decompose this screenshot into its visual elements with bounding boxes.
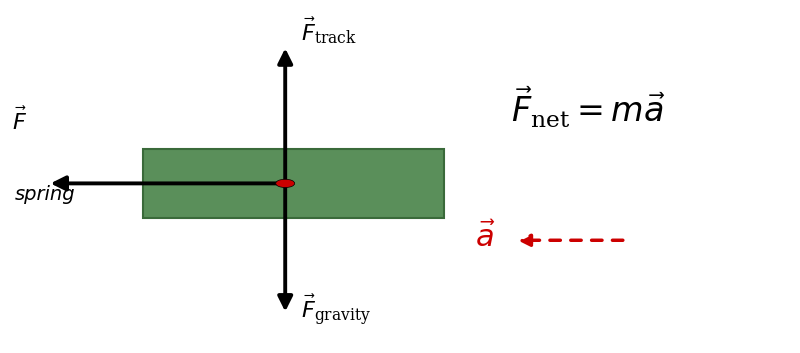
Circle shape [276,179,294,187]
Text: $\vec{F}$: $\vec{F}$ [12,108,27,135]
Text: $\vec{F}_{\mathregular{gravity}}$: $\vec{F}_{\mathregular{gravity}}$ [301,293,371,328]
Text: spring: spring [15,185,76,204]
Text: $\vec{F}_{\mathregular{net}} = m\vec{a}$: $\vec{F}_{\mathregular{net}} = m\vec{a}$ [511,85,665,130]
FancyBboxPatch shape [142,149,443,218]
Text: $\vec{F}_{\mathregular{track}}$: $\vec{F}_{\mathregular{track}}$ [301,15,358,46]
Text: $\vec{a}$: $\vec{a}$ [475,223,495,254]
